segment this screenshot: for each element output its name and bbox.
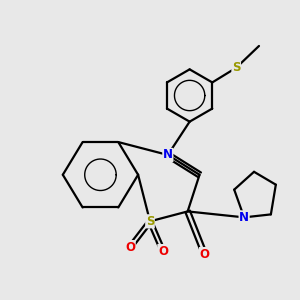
Text: O: O — [158, 244, 168, 258]
Text: O: O — [200, 248, 209, 260]
Text: N: N — [239, 211, 249, 224]
Text: S: S — [232, 61, 240, 74]
Text: S: S — [146, 215, 154, 228]
Text: O: O — [125, 241, 135, 254]
Text: N: N — [163, 148, 173, 161]
